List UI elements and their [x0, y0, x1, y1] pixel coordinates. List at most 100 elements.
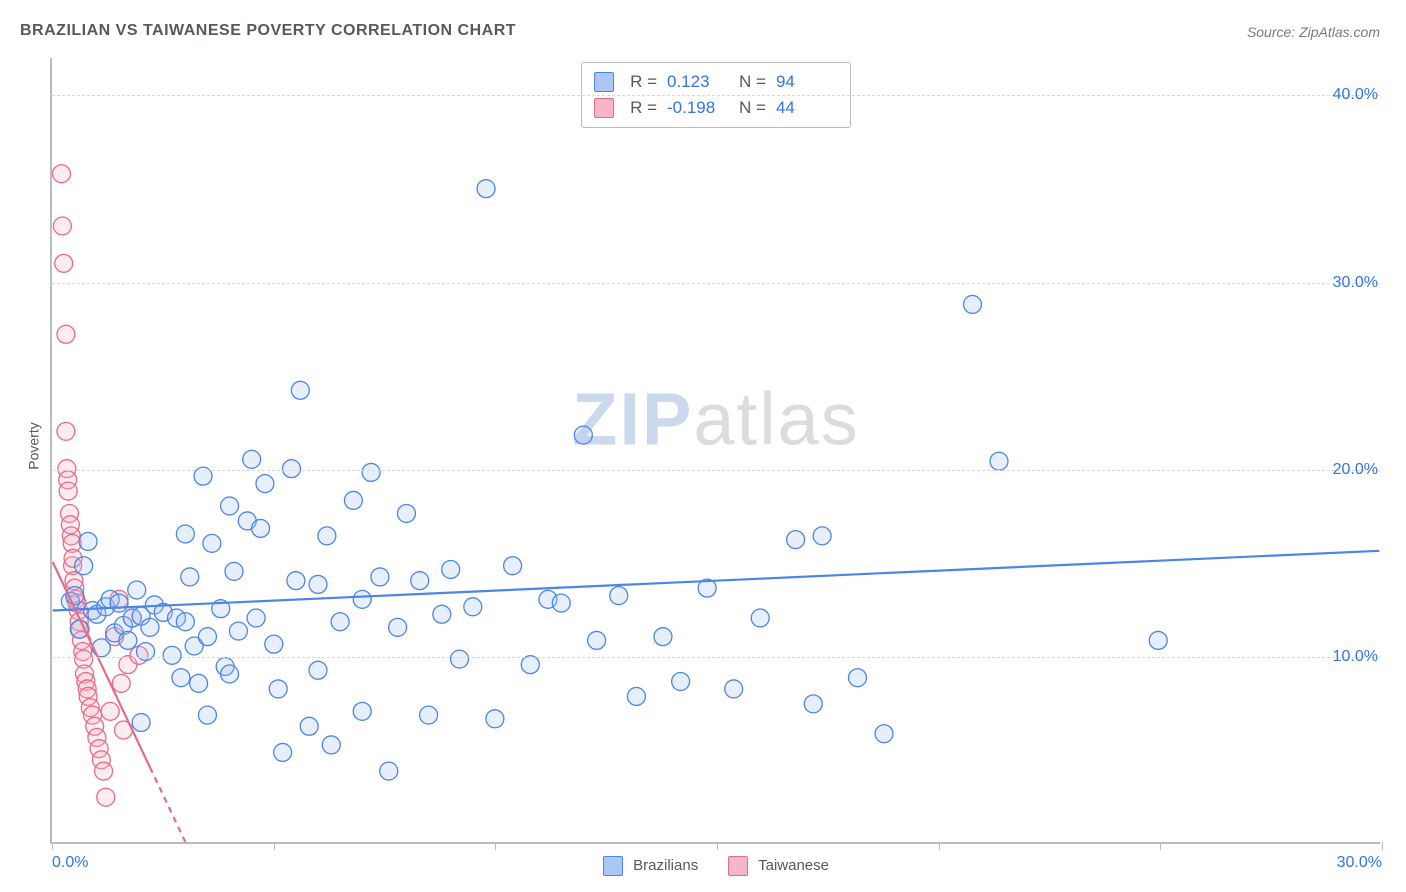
data-point — [229, 622, 247, 640]
chart-area: ZIPatlas R = 0.123 N = 94 R = -0.198 N =… — [50, 58, 1380, 844]
data-point — [291, 381, 309, 399]
r-value-taiwanese: -0.198 — [667, 95, 729, 121]
data-point — [362, 463, 380, 481]
x-tick-mark — [1382, 842, 1383, 850]
data-point — [283, 460, 301, 478]
data-point — [53, 217, 71, 235]
data-point — [128, 581, 146, 599]
data-point — [411, 572, 429, 590]
data-point — [344, 491, 362, 509]
legend-label-taiwanese: Taiwanese — [758, 857, 829, 874]
r-value-brazilians: 0.123 — [667, 69, 729, 95]
gridline-h — [52, 470, 1380, 471]
plot-svg — [52, 58, 1380, 842]
data-point — [610, 587, 628, 605]
data-point — [464, 598, 482, 616]
data-point — [672, 672, 690, 690]
data-point — [132, 714, 150, 732]
data-point — [397, 504, 415, 522]
bottom-legend: Brazilians Taiwanese — [603, 856, 829, 876]
data-point — [57, 325, 75, 343]
data-point — [256, 475, 274, 493]
data-point — [55, 254, 73, 272]
chart-title: BRAZILIAN VS TAIWANESE POVERTY CORRELATI… — [20, 22, 516, 40]
data-point — [300, 717, 318, 735]
data-point — [203, 534, 221, 552]
data-point — [172, 669, 190, 687]
source-label: Source: ZipAtlas.com — [1247, 24, 1380, 40]
data-point — [627, 687, 645, 705]
data-point — [813, 527, 831, 545]
data-point — [477, 180, 495, 198]
swatch-taiwanese — [594, 98, 614, 118]
data-point — [725, 680, 743, 698]
data-point — [875, 725, 893, 743]
data-point — [486, 710, 504, 728]
n-value-taiwanese: 44 — [776, 95, 838, 121]
trend-line — [53, 551, 1380, 611]
x-tick-mark — [52, 842, 53, 850]
swatch-brazilians — [594, 72, 614, 92]
data-point — [451, 650, 469, 668]
data-point — [1149, 631, 1167, 649]
data-point — [433, 605, 451, 623]
data-point — [353, 590, 371, 608]
data-point — [309, 661, 327, 679]
data-point — [75, 557, 93, 575]
data-point — [588, 631, 606, 649]
data-point — [53, 165, 71, 183]
y-tick-label: 20.0% — [1333, 461, 1382, 479]
data-point — [331, 613, 349, 631]
data-point — [198, 628, 216, 646]
data-point — [318, 527, 336, 545]
data-point — [97, 788, 115, 806]
data-point — [141, 618, 159, 636]
data-point — [309, 575, 327, 593]
x-tick-label: 0.0% — [52, 854, 88, 872]
swatch-brazilians-icon — [603, 856, 623, 876]
data-point — [322, 736, 340, 754]
data-point — [574, 426, 592, 444]
data-point — [221, 497, 239, 515]
data-point — [353, 702, 371, 720]
data-point — [163, 646, 181, 664]
data-point — [243, 450, 261, 468]
trend-line — [150, 767, 185, 842]
data-point — [181, 568, 199, 586]
data-point — [804, 695, 822, 713]
x-tick-mark — [495, 842, 496, 850]
data-point — [269, 680, 287, 698]
swatch-taiwanese-icon — [728, 856, 748, 876]
data-point — [59, 482, 77, 500]
data-point — [420, 706, 438, 724]
data-point — [504, 557, 522, 575]
y-tick-label: 10.0% — [1333, 648, 1382, 666]
data-point — [79, 532, 97, 550]
data-point — [225, 562, 243, 580]
data-point — [57, 422, 75, 440]
x-tick-label: 30.0% — [1337, 854, 1382, 872]
data-point — [247, 609, 265, 627]
data-point — [751, 609, 769, 627]
data-point — [274, 743, 292, 761]
gridline-h — [52, 283, 1380, 284]
n-value-brazilians: 94 — [776, 69, 838, 95]
data-point — [95, 762, 113, 780]
data-point — [112, 674, 130, 692]
legend-label-brazilians: Brazilians — [633, 857, 698, 874]
gridline-h — [52, 95, 1380, 96]
data-point — [380, 762, 398, 780]
gridline-h — [52, 657, 1380, 658]
data-point — [287, 572, 305, 590]
data-point — [265, 635, 283, 653]
data-point — [371, 568, 389, 586]
x-tick-mark — [274, 842, 275, 850]
data-point — [252, 519, 270, 537]
data-point — [389, 618, 407, 636]
data-point — [849, 669, 867, 687]
data-point — [190, 674, 208, 692]
data-point — [521, 656, 539, 674]
x-tick-mark — [939, 842, 940, 850]
data-point — [92, 639, 110, 657]
data-point — [176, 525, 194, 543]
